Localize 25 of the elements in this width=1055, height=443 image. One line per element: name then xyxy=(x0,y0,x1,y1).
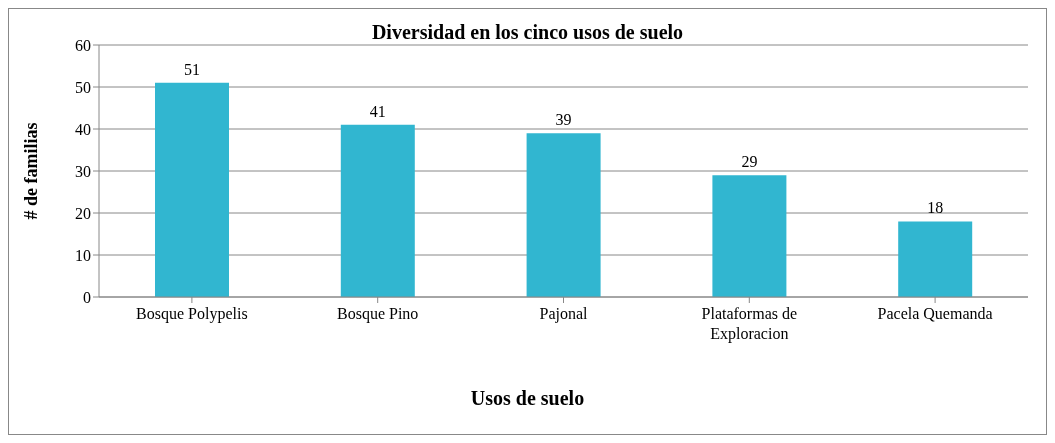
data-label: 29 xyxy=(741,153,758,171)
bar xyxy=(526,133,601,297)
data-label: 18 xyxy=(927,199,944,217)
data-label: 39 xyxy=(555,111,572,129)
x-tick-label: Plataformas de Exploracion xyxy=(701,305,798,343)
bar xyxy=(340,124,415,297)
y-tick-label: 10 xyxy=(75,246,91,264)
chart-title: Diversidad en los cinco usos de suelo xyxy=(371,21,684,43)
bar xyxy=(712,175,787,297)
x-axis-title: Usos de suelo xyxy=(469,387,586,410)
bar xyxy=(155,82,229,297)
y-tick-label: 60 xyxy=(75,36,91,54)
x-tick-label: Bosque Pino xyxy=(337,305,419,323)
bar xyxy=(898,221,973,297)
y-tick-label: 20 xyxy=(75,204,91,222)
y-axis-title: # de familias xyxy=(21,122,42,220)
y-tick-label: 50 xyxy=(75,78,91,96)
x-tick-label: Pajonal xyxy=(539,305,589,323)
y-tick-label: 0 xyxy=(83,288,91,306)
y-tick-label: 30 xyxy=(75,162,91,180)
x-tick-label: Bosque Polypelis xyxy=(136,305,248,323)
data-label: 51 xyxy=(184,60,200,78)
data-label: 41 xyxy=(369,102,386,120)
x-tick-label: Pacela Quemanda xyxy=(877,305,993,322)
y-tick-label: 40 xyxy=(75,120,91,138)
